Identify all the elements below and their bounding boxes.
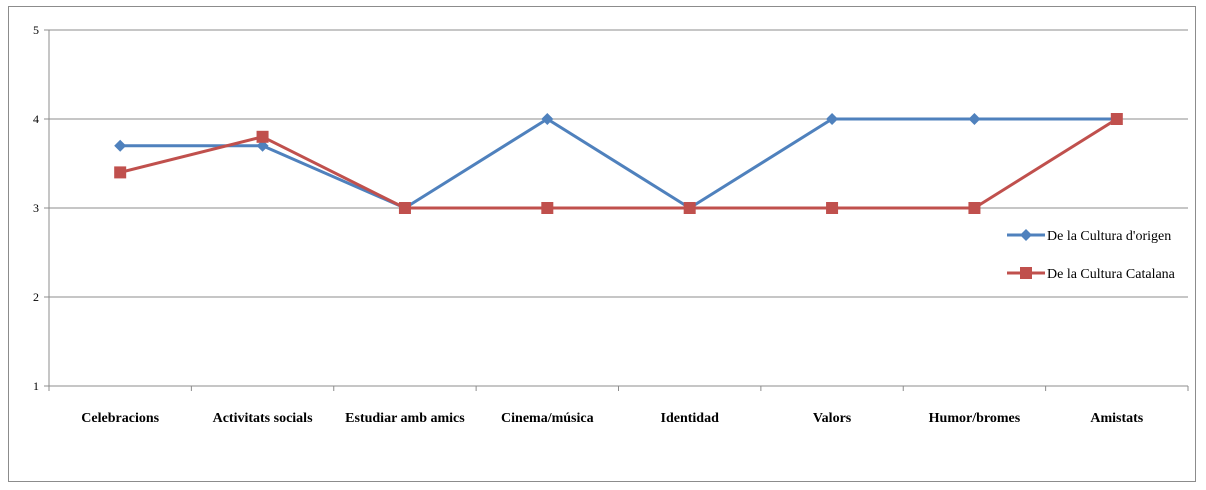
diamond-icon bbox=[1020, 229, 1032, 241]
data-point bbox=[968, 113, 981, 125]
x-tick-label: Celebracions bbox=[81, 411, 159, 426]
data-point bbox=[1110, 113, 1123, 125]
legend-label: De la Cultura Catalana bbox=[1047, 267, 1176, 282]
y-tick-labels: 1 2 3 4 5 bbox=[33, 23, 39, 393]
data-point bbox=[541, 113, 554, 125]
series-cultura-catalana bbox=[114, 113, 1123, 214]
data-point bbox=[114, 166, 127, 179]
x-tick-label: Amistats bbox=[1090, 411, 1143, 426]
data-point bbox=[683, 202, 696, 214]
series-cultura-origen bbox=[114, 113, 1123, 214]
axes bbox=[44, 29, 1189, 391]
legend-item: De la Cultura Catalana bbox=[1007, 267, 1176, 282]
data-point bbox=[826, 202, 839, 214]
x-tick-label: Valors bbox=[813, 411, 852, 426]
data-point bbox=[256, 130, 269, 143]
x-tick-label: Identidad bbox=[661, 411, 720, 426]
series-line bbox=[119, 117, 1118, 210]
y-tick-label: 3 bbox=[33, 201, 39, 215]
y-tick-label: 1 bbox=[33, 379, 39, 393]
square-icon bbox=[1020, 267, 1032, 279]
legend: De la Cultura d'origen De la Cultura Cata… bbox=[1007, 229, 1176, 282]
chart-frame bbox=[8, 6, 1196, 482]
x-tick-label: Activitats socials bbox=[213, 411, 313, 426]
series-line bbox=[120, 117, 1117, 210]
legend-label: De la Cultura d'origen bbox=[1047, 229, 1171, 244]
x-tick-label: Estudiar amb amics bbox=[345, 411, 465, 426]
y-tick-label: 2 bbox=[33, 290, 39, 304]
data-point bbox=[826, 113, 839, 125]
series-layer bbox=[114, 113, 1123, 214]
data-point bbox=[541, 202, 554, 214]
x-tick-label: Humor/bromes bbox=[929, 411, 1021, 426]
x-tick-label: Cinema/música bbox=[501, 411, 594, 426]
data-point bbox=[114, 139, 127, 152]
x-tick-labels: Celebracions Activitats socials Estudiar a… bbox=[81, 411, 1143, 426]
data-point bbox=[398, 202, 411, 214]
legend-item: De la Cultura d'origen bbox=[1007, 229, 1171, 244]
y-tick-label: 4 bbox=[33, 112, 39, 126]
y-tick-label: 5 bbox=[33, 23, 39, 37]
data-point bbox=[968, 202, 981, 214]
